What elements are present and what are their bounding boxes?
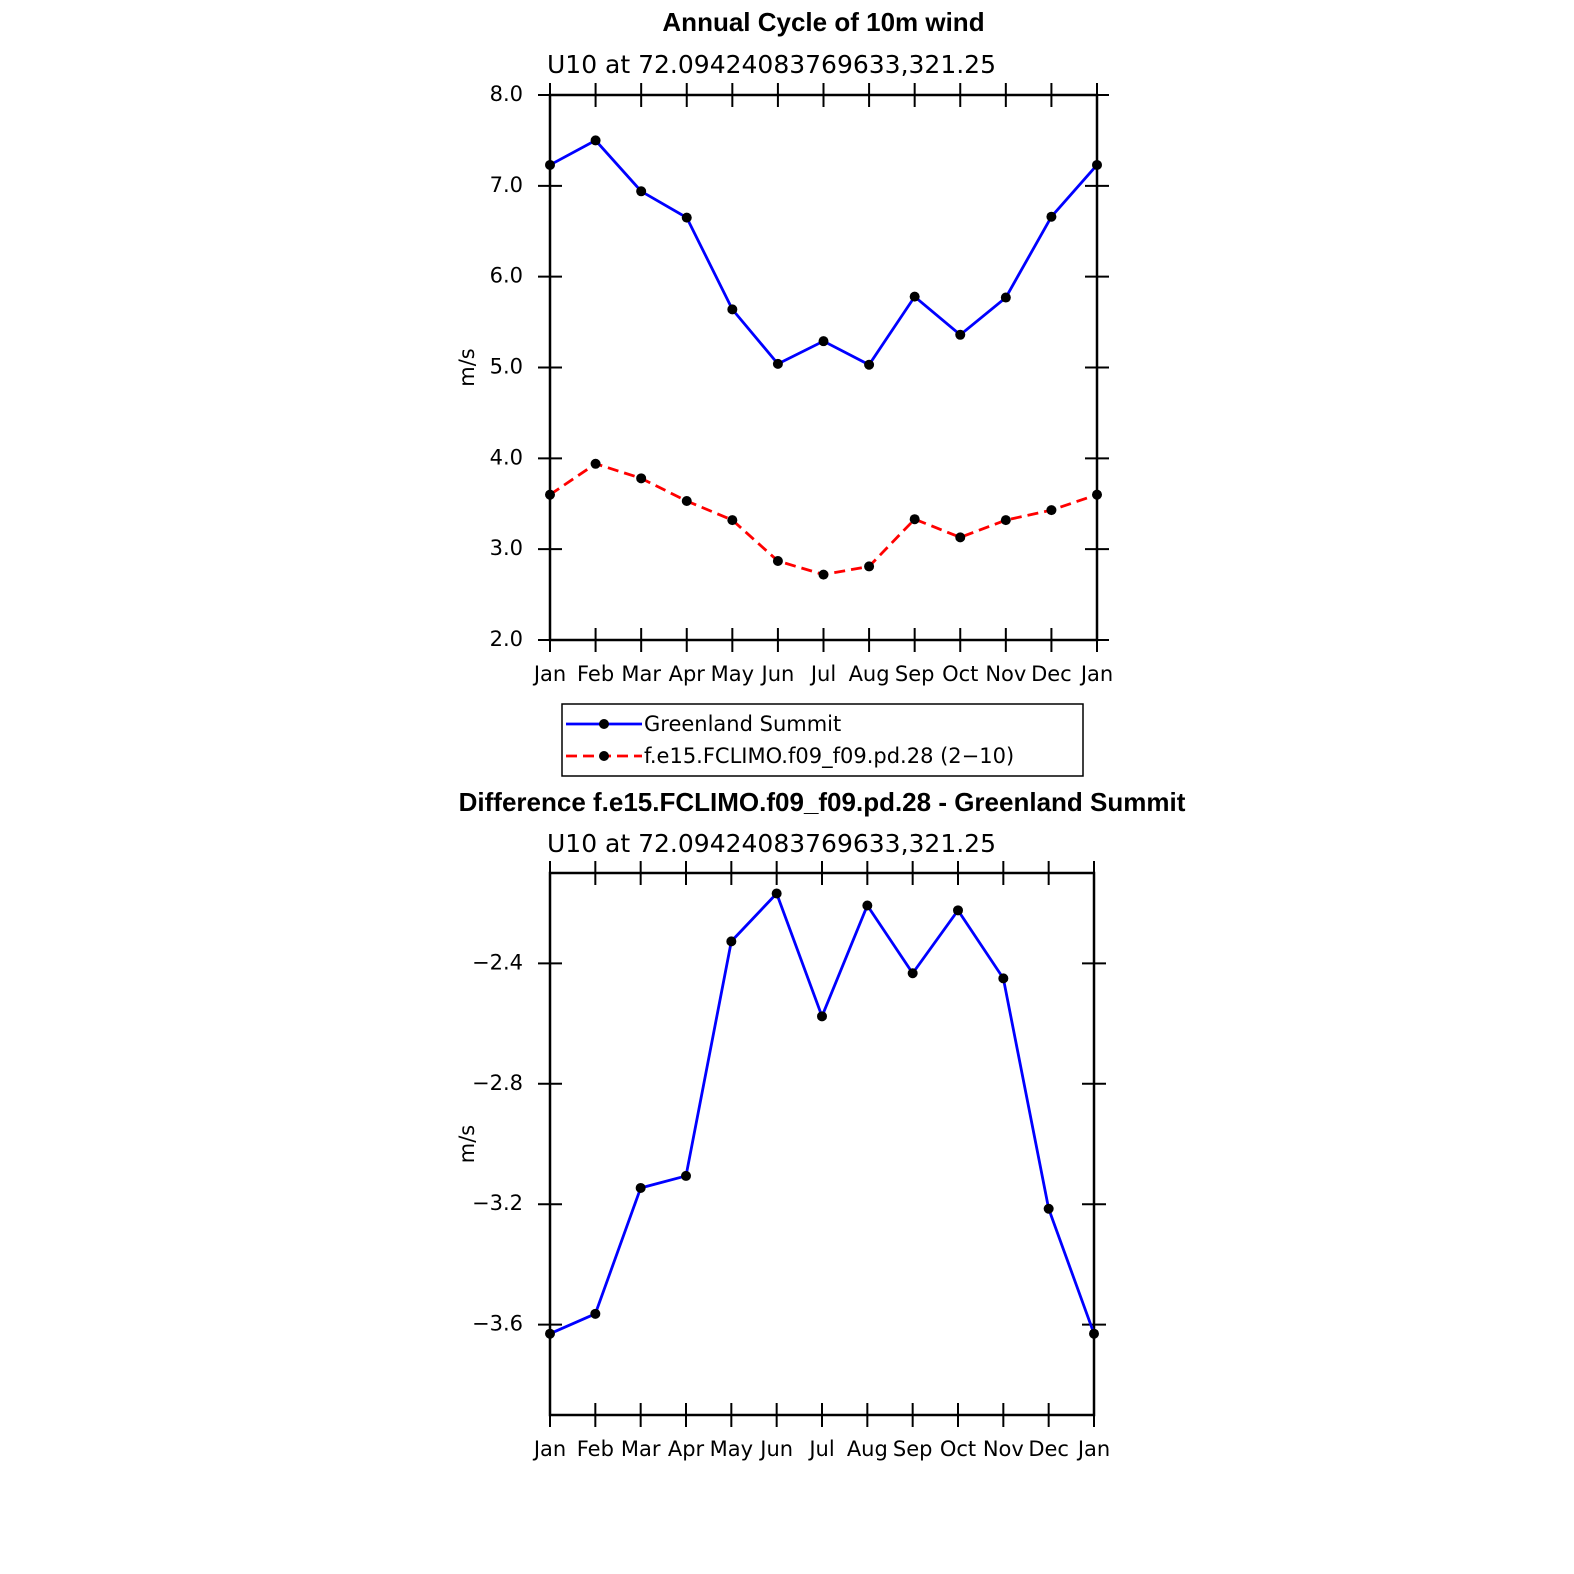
data-point [1046,211,1057,222]
data-point [1046,505,1057,516]
x-tick-label: Jan [1076,1437,1110,1461]
data-point [545,489,555,500]
data-point [771,888,782,899]
y-tick-label: 7.0 [490,173,523,197]
x-tick-label: Sep [893,1437,933,1461]
chart-title: Difference f.e15.FCLIMO.f09_f09.pd.28 - … [459,787,1186,817]
data-point [1000,292,1011,303]
y-tick-label: −3.2 [472,1191,523,1215]
x-tick-label: Dec [1028,1437,1069,1461]
legend-label: Greenland Summit [644,712,841,736]
x-tick-label: Jan [532,662,566,686]
series-line [549,462,1098,577]
data-point [955,329,966,340]
data-point [862,900,873,911]
x-tick-label: Mar [621,1437,661,1461]
legend-box [561,703,1084,777]
legend-label: f.e15.FCLIMO.f09_f09.pd.28 (2−10) [644,744,1014,769]
data-point [772,555,783,566]
x-tick-label: Mar [621,662,661,686]
y-tick-label: 4.0 [490,445,523,469]
x-tick-label: Apr [669,662,706,686]
y-tick-label: −2.8 [472,1071,523,1095]
series-line [549,138,1099,367]
data-point [909,514,920,525]
x-tick-label: Aug [849,662,890,686]
data-point [772,358,783,369]
legend-marker [599,751,609,761]
chart-subtitle: U10 at 72.09424083769633,321.25 [547,829,996,858]
data-point [727,304,738,315]
y-tick-label: 5.0 [490,355,523,379]
data-point [907,968,918,979]
data-point [545,1328,555,1339]
data-point [681,496,692,507]
chart-subtitle: U10 at 72.09424083769633,321.25 [547,50,996,79]
data-point [681,212,692,223]
y-tick-label: 6.0 [490,264,523,288]
x-tick-label: Oct [940,1437,976,1461]
data-point [636,186,647,197]
chart-title: Annual Cycle of 10m wind [662,7,984,37]
data-point [727,515,738,526]
data-point [955,532,966,543]
y-tick-label: −3.6 [472,1312,523,1336]
data-point [635,1182,646,1193]
data-point [818,569,829,580]
y-axis-label: m/s [455,1125,479,1163]
x-tick-label: Jul [809,662,836,686]
x-tick-label: Jan [1079,662,1113,686]
x-tick-label: Nov [985,662,1026,686]
data-point [998,973,1009,984]
data-point [864,561,875,572]
data-point [1089,1328,1099,1339]
x-tick-label: Sep [895,662,935,686]
y-tick-label: 8.0 [490,82,523,106]
y-tick-label: 3.0 [490,536,523,560]
data-point [590,1308,601,1319]
data-point [590,135,601,146]
data-point [817,1011,827,1022]
legend-marker [599,719,609,729]
y-axis-label: m/s [455,348,479,386]
x-tick-label: Oct [942,662,978,686]
x-tick-label: Feb [577,1437,614,1461]
data-point [1092,489,1102,500]
x-tick-label: Apr [668,1437,705,1461]
y-tick-label: 2.0 [490,627,523,651]
x-tick-label: Dec [1031,662,1072,686]
x-tick-label: Jan [532,1437,566,1461]
x-tick-label: May [710,1437,753,1461]
data-point [909,291,920,302]
data-point [1043,1203,1054,1214]
data-point [636,473,647,484]
data-point [681,1170,691,1181]
y-tick-label: −2.4 [472,950,523,974]
series-line [549,890,1096,1335]
x-tick-label: Jun [760,662,795,686]
x-tick-label: Feb [577,662,614,686]
data-point [590,458,601,469]
x-tick-label: May [711,662,754,686]
data-point [818,336,829,347]
data-point [1000,515,1011,526]
x-tick-label: Aug [847,1437,888,1461]
plot-frame [548,871,1096,1417]
plot-frame [548,93,1099,642]
data-point [726,936,737,947]
x-tick-label: Jun [758,1437,793,1461]
data-point [545,159,555,170]
x-tick-label: Nov [983,1437,1024,1461]
data-point [953,905,963,916]
data-point [864,359,875,370]
data-point [1092,159,1102,170]
x-tick-label: Jul [807,1437,834,1461]
